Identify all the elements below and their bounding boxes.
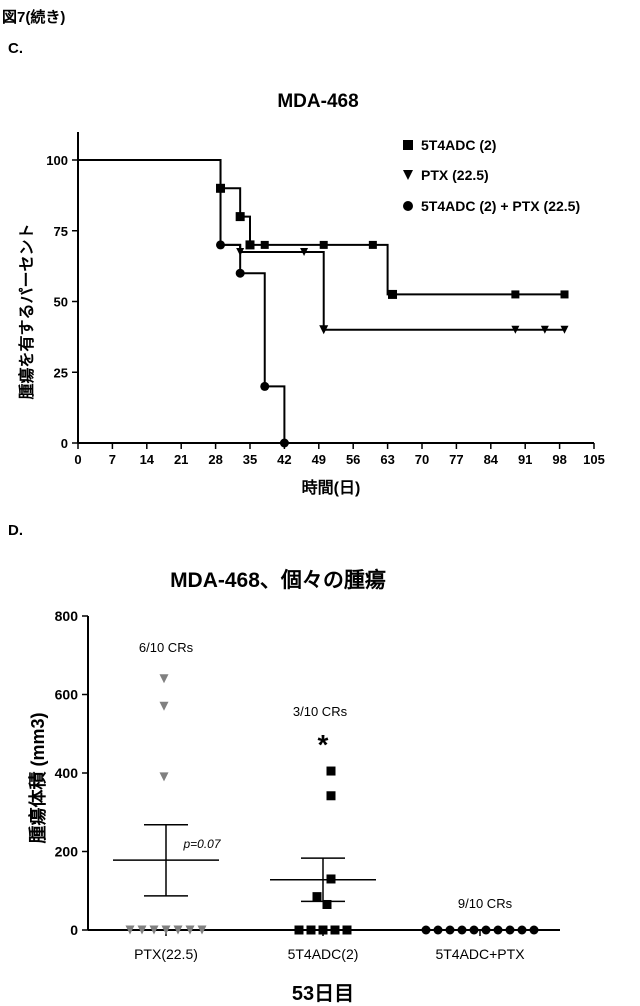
data-point: [343, 926, 352, 935]
y-axis-label: 腫瘍体積 (mm3): [27, 712, 48, 843]
p-value-label: p=0.07: [182, 837, 221, 851]
x-tick-label: 5T4ADC(2): [288, 946, 359, 962]
data-point: [319, 926, 328, 935]
data-point: [327, 767, 336, 776]
data-point: [160, 674, 169, 683]
data-point: [160, 702, 169, 711]
data-point: [327, 791, 336, 800]
data-point: [331, 926, 340, 935]
y-tick-label: 400: [55, 765, 79, 781]
data-point: [434, 926, 443, 935]
data-point: [530, 926, 539, 935]
data-point: [327, 874, 336, 883]
x-tick-label: 5T4ADC+PTX: [435, 946, 525, 962]
y-tick-label: 800: [55, 608, 79, 624]
y-tick-label: 600: [55, 687, 79, 703]
x-tick-label: PTX(22.5): [134, 946, 198, 962]
significance-star: *: [318, 729, 329, 760]
x-axis-label: 53日目: [292, 983, 354, 1005]
data-point: [482, 926, 491, 935]
cr-annotation: 3/10 CRs: [293, 704, 348, 719]
y-tick-label: 0: [70, 922, 78, 938]
data-point: [494, 926, 503, 935]
chart-title: MDA-468、個々の腫瘍: [170, 568, 386, 592]
cr-annotation: 6/10 CRs: [139, 640, 194, 655]
data-point: [313, 892, 322, 901]
data-point: [470, 926, 479, 935]
data-point: [307, 926, 316, 935]
data-point: [506, 926, 515, 935]
data-point: [422, 926, 431, 935]
data-point: [518, 926, 527, 935]
data-point: [160, 772, 169, 781]
data-point: [458, 926, 467, 935]
data-point: [446, 926, 455, 935]
data-point: [295, 926, 304, 935]
cr-annotation: 9/10 CRs: [458, 896, 513, 911]
y-tick-label: 200: [55, 844, 79, 860]
